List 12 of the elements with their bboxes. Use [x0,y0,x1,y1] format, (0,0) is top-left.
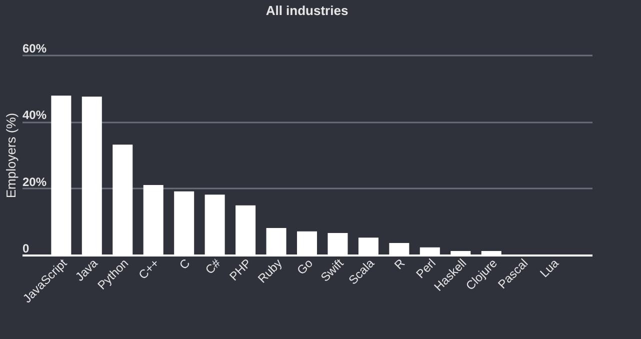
y-tick-label: 40% [22,108,47,122]
x-tick-label: Go [294,256,316,278]
y-tick-label: 60% [22,42,47,56]
x-tick-label: C [176,256,193,272]
chart-title: All industries [266,3,348,18]
x-tick-label: R [392,256,408,272]
y-tick-label: 20% [22,174,47,189]
y-tick-label: 0 [22,242,30,256]
y-axis-title: Employers (%) [4,112,18,198]
x-tick-label: C# [202,256,224,277]
x-tick-label: Lua [537,256,562,280]
x-tick-label: C++ [136,256,162,282]
